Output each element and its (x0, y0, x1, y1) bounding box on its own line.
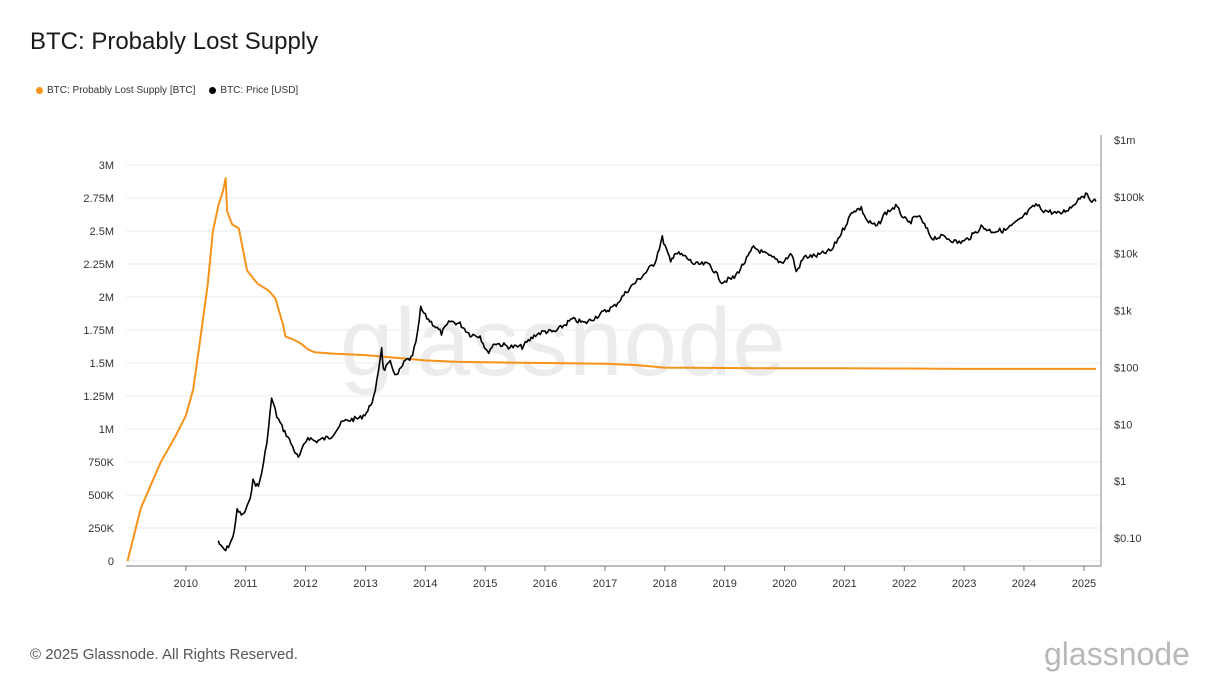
y-axis-left: 0 250K 500K 750K 1M 1.25M 1.5M 1.75M 2M 2.25M 2.5M… (83, 160, 114, 568)
x-tick-label: 2018 (653, 578, 677, 590)
y-right-tick-label: $0.10 (1114, 533, 1142, 545)
legend-dot-price (209, 87, 217, 94)
y-left-tick-label: 2M (99, 292, 114, 304)
series-lines (126, 177, 1097, 562)
x-tick-label: 2017 (593, 578, 617, 590)
y-left-tick-label: 1.75M (83, 325, 114, 337)
y-right-tick-label: $1k (1114, 306, 1132, 318)
x-tick-label: 2010 (174, 578, 198, 590)
y-left-tick-label: 0 (108, 556, 114, 568)
legend-label-price: BTC: Price [USD] (220, 85, 299, 96)
x-tick-label: 2023 (952, 578, 976, 590)
y-axis-right: $0.10 $1 $10 $100 $1k $10k $100k $1m (1100, 135, 1144, 566)
y-left-tick-label: 750K (88, 457, 114, 469)
y-right-tick-label: $10k (1114, 249, 1138, 261)
y-right-tick-label: $100 (1114, 362, 1138, 374)
y-left-tick-label: 1.5M (90, 358, 114, 370)
y-right-tick-label: $1 (1114, 476, 1126, 488)
y-left-tick-label: 250K (88, 523, 114, 535)
copyright-footer: © 2025 Glassnode. All Rights Reserved. (30, 646, 298, 663)
y-right-tick-label: $10 (1114, 419, 1132, 431)
y-left-tick-label: 2.5M (90, 226, 114, 238)
grid-lines (126, 164, 1101, 562)
x-tick-label: 2019 (712, 578, 736, 590)
y-right-tick-label: $100k (1114, 192, 1144, 204)
watermark-logo: glassnode (340, 289, 787, 396)
y-left-tick-label: 3M (99, 160, 114, 172)
legend-item-price[interactable]: BTC: Price [USD] (209, 85, 298, 96)
chart-title: BTC: Probably Lost Supply (30, 28, 319, 55)
y-left-tick-label: 2.25M (83, 259, 114, 271)
y-left-tick-label: 1.25M (83, 391, 114, 403)
y-right-tick-label: $1m (1114, 135, 1135, 147)
legend-dot-supply (36, 87, 43, 94)
chart-legend: BTC: Probably Lost Supply [BTC] BTC: Pri… (36, 85, 298, 96)
brand-logo: glassnode (1044, 636, 1190, 672)
x-tick-label: 2015 (473, 578, 497, 590)
x-tick-label: 2020 (772, 578, 796, 590)
y-left-tick-label: 2.75M (83, 193, 114, 205)
lost-supply-line (126, 177, 1096, 562)
legend-item-supply[interactable]: BTC: Probably Lost Supply [BTC] (36, 85, 195, 96)
x-tick-label: 2024 (1012, 578, 1036, 590)
x-tick-label: 2013 (353, 578, 377, 590)
x-tick-label: 2014 (413, 578, 437, 590)
x-tick-label: 2016 (533, 578, 557, 590)
x-tick-label: 2025 (1072, 578, 1096, 590)
x-tick-label: 2012 (293, 578, 317, 590)
x-tick-label: 2021 (832, 578, 856, 590)
y-left-tick-label: 1M (99, 424, 114, 436)
legend-label-supply: BTC: Probably Lost Supply [BTC] (47, 85, 196, 96)
x-axis: 2010 2011 2012 2013 2014 2015 2016 2017 2018 2019… (126, 565, 1101, 590)
price-line (217, 192, 1097, 552)
x-tick-label: 2011 (234, 578, 258, 590)
y-left-tick-label: 500K (88, 490, 114, 502)
x-tick-label: 2022 (892, 578, 916, 590)
